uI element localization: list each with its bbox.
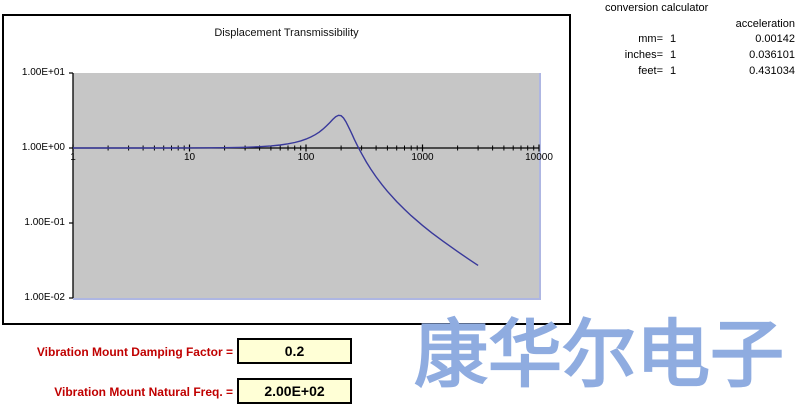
x-axis-tick-label: 100 (297, 152, 315, 163)
natural-freq-input[interactable]: 2.00E+02 (237, 378, 352, 404)
inches-acceleration-value: 0.036101 (749, 49, 795, 61)
x-axis-tick-label: 10 (183, 152, 196, 163)
feet-acceleration-value: 0.431034 (749, 65, 795, 77)
natural-freq-label: Vibration Mount Natural Freq. = (54, 385, 233, 399)
calculator-row-mm: mm= 1 0.00142 (580, 31, 798, 47)
y-axis-tick-label: 1.00E-02 (24, 292, 65, 303)
inches-value-cell[interactable]: 1 (670, 49, 677, 61)
y-axis-tick-label: 1.00E-01 (24, 217, 65, 228)
feet-label: feet= (638, 65, 663, 77)
x-axis-tick-label: 1 (70, 152, 76, 163)
y-axis-tick-label: 1.00E+01 (21, 67, 65, 78)
plot-area (73, 73, 541, 300)
inches-label: inches= (624, 49, 663, 61)
mm-value-cell[interactable]: 1 (670, 33, 677, 45)
mm-acceleration-value: 0.00142 (755, 33, 795, 45)
calculator-title: conversion calculator (605, 2, 709, 14)
y-axis-tick-label: 1.00E+00 (21, 142, 65, 153)
mm-label: mm= (638, 33, 663, 45)
acceleration-column-header: acceleration (735, 18, 795, 30)
x-axis-tick-label: 1000 (411, 152, 434, 163)
watermark-text: 康华尔电子 (414, 313, 784, 396)
calculator-row-feet: feet= 1 0.431034 (580, 63, 798, 79)
feet-value-cell[interactable]: 1 (670, 65, 677, 77)
x-axis-tick-label: 10000 (525, 152, 553, 163)
damping-factor-input[interactable]: 0.2 (237, 338, 352, 364)
damping-factor-label: Vibration Mount Damping Factor = (36, 345, 233, 359)
conversion-calculator: conversion calculator acceleration mm= 1… (580, 2, 798, 79)
chart-title: Displacement Transmissibility (214, 27, 359, 39)
calculator-row-inches: inches= 1 0.036101 (580, 47, 798, 63)
